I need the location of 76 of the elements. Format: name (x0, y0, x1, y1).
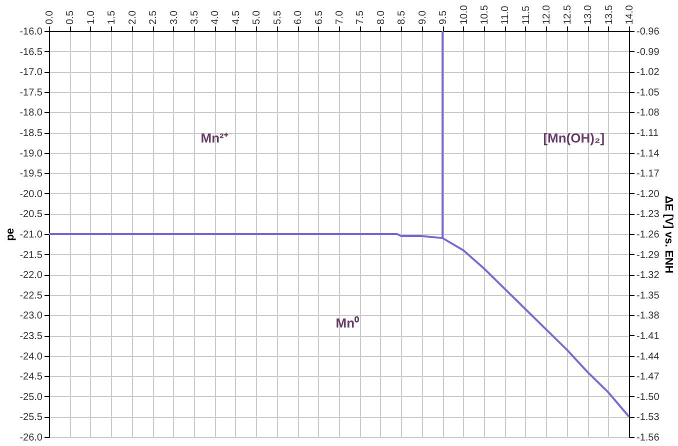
annotation: Mn⁰ (336, 315, 360, 330)
x-tick-label: 13.5 (604, 4, 615, 24)
x-tick-label: 12.0 (542, 4, 553, 24)
y-tick-label: -16.0 (20, 26, 43, 38)
y2-tick-label: -1.50 (636, 392, 660, 403)
x-tick-label: 4.5 (230, 10, 242, 24)
x-tick-label: 13.0 (583, 4, 594, 24)
x-tick-label: 9.0 (417, 10, 428, 24)
x-tick-label: 6.0 (293, 10, 304, 24)
x-tick-label: 8.0 (376, 10, 387, 24)
y2-tick-label: -1.53 (636, 412, 660, 424)
y-tick-label: -16.5 (20, 46, 43, 58)
y-tick-label: -24.5 (20, 372, 43, 383)
y-tick-label: -19.5 (20, 168, 43, 180)
annotation: Mn²⁺ (200, 130, 229, 146)
y2-tick-label: -1.44 (636, 351, 660, 362)
y-tick-label: -22.0 (20, 270, 43, 282)
x-tick-label: 3.0 (168, 10, 180, 24)
y2-tick-label: -1.47 (636, 372, 660, 383)
y2-axis-title: ΔE [V] vs. ENH (662, 196, 674, 274)
x-tick-label: 2.0 (127, 10, 138, 24)
y2-tick-label: -0.96 (636, 26, 660, 38)
x-tick-label: 12.5 (562, 4, 574, 24)
x-tick-label: 10.0 (458, 4, 470, 24)
y-tick-label: -19.0 (20, 148, 43, 160)
x-tick-label: 0.0 (44, 10, 56, 24)
y-tick-label: -23.0 (20, 310, 43, 322)
x-tick-label: 0.5 (65, 10, 76, 24)
y2-tick-label: -1.11 (636, 128, 659, 139)
y-tick-label: -17.0 (20, 67, 43, 78)
y2-tick-label: -1.08 (636, 108, 660, 119)
y-tick-label: -18.5 (20, 128, 43, 139)
x-tick-label: 6.5 (314, 10, 325, 24)
y2-tick-label: -1.26 (636, 230, 660, 240)
x-tick-label: 10.5 (480, 4, 490, 24)
x-tick-label: 7.5 (355, 10, 366, 24)
annotation: [Mn(OH)₂] (543, 130, 605, 146)
y2-tick-label: -1.38 (636, 310, 660, 322)
y-tick-label: -25.5 (20, 412, 43, 424)
y-tick-label: -21.0 (20, 230, 43, 240)
y2-tick-label: -1.05 (636, 87, 660, 98)
y2-tick-label: -1.29 (636, 250, 660, 261)
y2-tick-label: -1.20 (636, 188, 660, 200)
x-tick-label: 14.0 (624, 4, 636, 24)
y-tick-label: -17.5 (20, 87, 43, 98)
y-tick-label: -25.0 (20, 392, 43, 403)
y-axis-title: pe (4, 228, 17, 241)
x-tick-label: 11.0 (500, 5, 512, 24)
x-tick-label: 8.5 (396, 10, 408, 24)
y2-tick-label: -1.17 (636, 168, 660, 180)
y2-tick-label: -1.14 (636, 148, 660, 160)
y2-tick-label: -1.23 (636, 209, 660, 220)
y-tick-label: -20.5 (20, 209, 43, 220)
y2-tick-label: -0.99 (636, 46, 660, 58)
y2-tick-label: -1.35 (636, 290, 660, 302)
x-tick-label: 9.5 (438, 10, 450, 24)
y-tick-label: -21.5 (20, 250, 43, 261)
y-tick-label: -26.0 (20, 432, 43, 444)
y2-tick-label: -1.41 (636, 331, 660, 342)
x-tick-label: 11.5 (520, 5, 532, 24)
x-tick-label: 3.5 (190, 10, 200, 24)
y-tick-label: -20.0 (20, 188, 43, 200)
x-tick-label: 5.5 (272, 10, 284, 24)
y-tick-label: -24.0 (20, 351, 43, 362)
y2-tick-label: -1.02 (636, 67, 660, 78)
x-tick-label: 5.0 (252, 10, 263, 24)
x-tick-label: 4.0 (210, 10, 222, 24)
x-tick-label: 1.0 (86, 10, 97, 24)
x-tick-label: 7.0 (334, 10, 346, 24)
y2-tick-label: -1.56 (636, 432, 660, 444)
x-tick-label: 2.5 (148, 10, 160, 24)
y-tick-label: -18.0 (20, 108, 43, 119)
y-tick-label: -23.5 (20, 331, 43, 342)
y-tick-label: -22.5 (20, 290, 43, 302)
x-tick-label: 1.5 (106, 10, 118, 24)
y2-tick-label: -1.32 (636, 270, 660, 282)
